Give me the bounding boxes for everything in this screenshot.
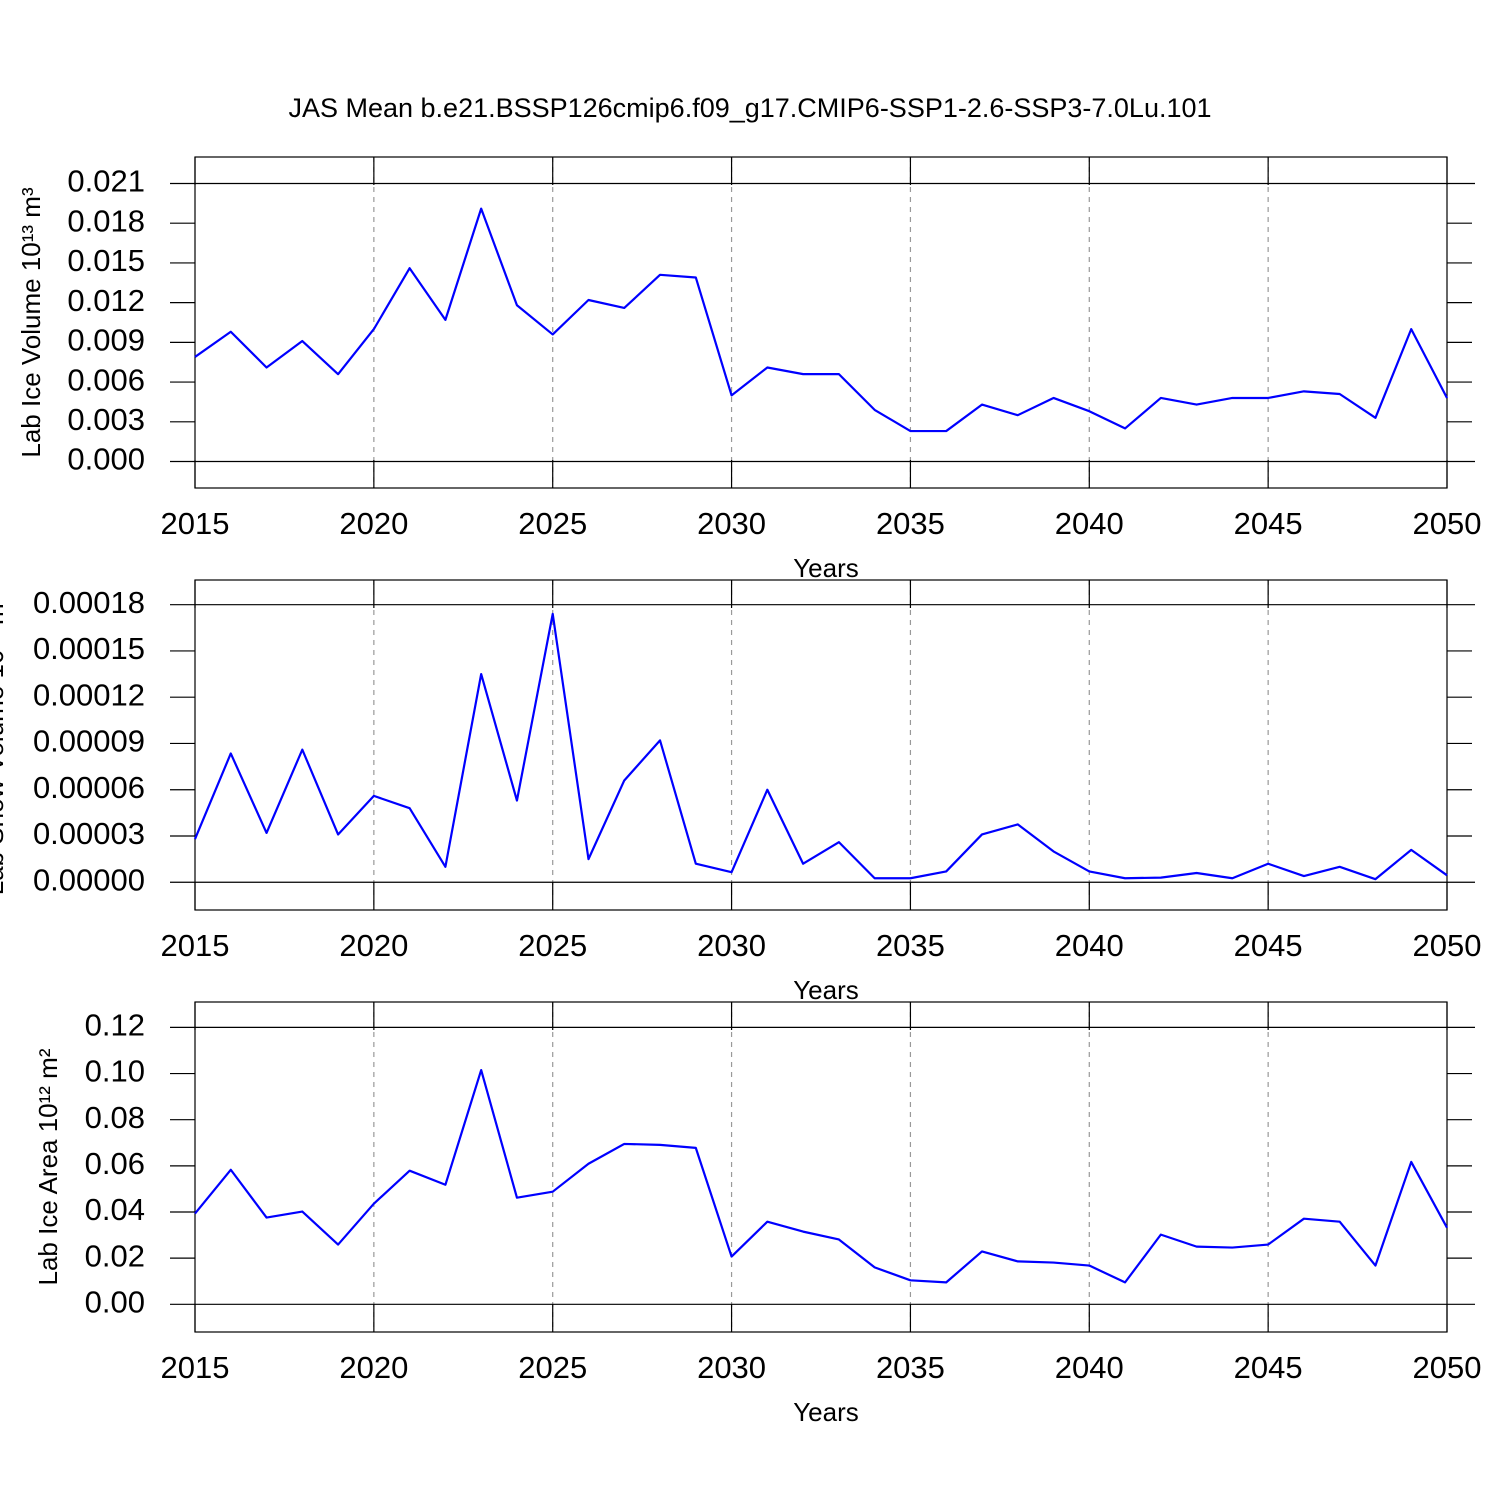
x-tick-label: 2020 [339,1350,408,1385]
x-tick-label: 2050 [1413,928,1482,963]
y-tick-label: 0.006 [67,362,145,397]
data-line [194,1068,1448,1284]
x-tick-label: 2025 [518,1350,587,1385]
x-tick-label: 2035 [876,928,945,963]
plot-frame [194,156,1448,489]
y-tick-label: 0.00012 [33,677,145,712]
x-tick-label: 2045 [1234,506,1303,541]
x-axis-label: Years [793,553,859,583]
x-tick-label: 2030 [697,928,766,963]
y-tick-label: 0.02 [85,1238,145,1273]
x-axis-label: Years [793,975,859,1005]
x-tick-label: 2025 [518,506,587,541]
y-tick-label: 0.00015 [33,631,145,666]
data-line [193,612,1448,881]
y-tick-label: 0.04 [85,1192,145,1227]
x-tick-label: 2040 [1055,1350,1124,1385]
y-tick-label: 0.00000 [33,862,145,897]
y-tick-label: 0.000 [67,442,145,477]
plot-frame [194,579,1448,911]
y-tick-label: 0.021 [67,164,145,199]
x-tick-label: 2045 [1234,928,1303,963]
y-tick-label: 0.00009 [33,724,145,759]
x-tick-label: 2025 [518,928,587,963]
x-tick-label: 2015 [161,1350,230,1385]
y-tick-label: 0.10 [85,1054,145,1089]
x-tick-label: 2030 [697,1350,766,1385]
x-tick-label: 2020 [339,928,408,963]
y-tick-label: 0.003 [67,402,145,437]
x-tick-label: 2050 [1413,1350,1482,1385]
x-tick-label: 2030 [697,506,766,541]
x-axis-label: Years [793,1397,859,1427]
x-tick-label: 2035 [876,506,945,541]
x-tick-label: 2015 [161,928,230,963]
x-tick-label: 2045 [1234,1350,1303,1385]
y-tick-label: 0.00 [85,1284,145,1319]
chart-title: JAS Mean b.e21.BSSP126cmip6.f09_g17.CMIP… [288,93,1211,123]
y-tick-label: 0.12 [85,1008,145,1043]
y-tick-label: 0.009 [67,323,145,358]
x-tick-label: 2040 [1055,928,1124,963]
plot-frame [194,1001,1448,1333]
y-tick-label: 0.015 [67,243,145,278]
x-tick-label: 2020 [339,506,408,541]
y-axis-label: Lab Ice Area 10¹² m² [33,1048,63,1285]
y-axis-label: Lab Snow Volume 10¹³ m³ [0,594,9,895]
y-tick-label: 0.00006 [33,770,145,805]
y-tick-label: 0.018 [67,203,145,238]
y-tick-label: 0.08 [85,1100,145,1135]
x-tick-label: 2040 [1055,506,1124,541]
x-tick-label: 2015 [161,506,230,541]
y-tick-label: 0.00003 [33,816,145,851]
y-tick-label: 0.06 [85,1146,145,1181]
data-line [194,207,1448,433]
y-tick-label: 0.00018 [33,585,145,620]
x-tick-label: 2035 [876,1350,945,1385]
y-axis-label: Lab Ice Volume 10¹³ m³ [16,187,46,458]
x-tick-label: 2050 [1413,506,1482,541]
y-tick-label: 0.012 [67,283,145,318]
